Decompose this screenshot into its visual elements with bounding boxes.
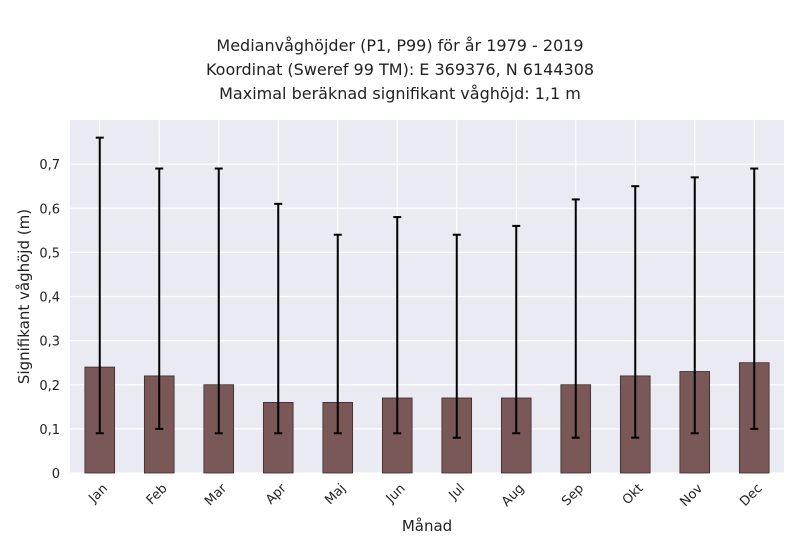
x-tick-label: Jul [446, 481, 468, 503]
y-tick-label: 0 [52, 467, 60, 482]
chart-title-line-2: Koordinat (Sweref 99 TM): E 369376, N 61… [205, 60, 595, 79]
error-bar-okt [631, 185, 640, 439]
error-bar-apr [274, 202, 283, 435]
x-tick-label: Maj [322, 481, 349, 508]
x-axis-ticks: Jan Feb Mar Apr Maj Jun Jul Aug Sep Okt Nov Dec [86, 481, 766, 510]
error-bar-mar [214, 167, 223, 435]
y-tick-label: 0,1 [39, 423, 60, 438]
chart-title-line-1: Medianvåghöjder (P1, P99) för år 1979 - … [216, 36, 584, 55]
x-tick-label: Jan [86, 481, 111, 506]
x-tick-label: Feb [144, 481, 171, 508]
chart-title-line-3: Maximal beräknad signifikant våghöjd: 1,… [219, 84, 581, 103]
error-bars [95, 136, 759, 439]
x-tick-label: Sep [559, 481, 587, 509]
x-tick-label: Jun [383, 481, 409, 507]
error-bar-jul [452, 233, 461, 439]
error-bar-dec [750, 167, 759, 430]
x-tick-label: Dec [737, 481, 765, 509]
y-tick-label: 0,4 [39, 291, 60, 306]
x-axis-label: Månad [402, 517, 452, 535]
y-tick-label: 0,3 [39, 335, 60, 350]
error-bar-feb [155, 167, 164, 430]
x-tick-label: Nov [678, 481, 707, 510]
error-bar-maj [333, 233, 342, 435]
error-bar-jun [393, 216, 402, 435]
x-tick-label: Aug [499, 481, 528, 510]
y-tick-label: 0,7 [39, 158, 60, 173]
error-bar-jan [95, 136, 104, 435]
x-tick-label: Okt [620, 481, 647, 508]
chart-title: Medianvåghöjder (P1, P99) för år 1979 - … [0, 34, 800, 106]
error-bar-aug [512, 224, 521, 435]
y-tick-label: 0,2 [39, 379, 60, 394]
x-tick-label: Apr [263, 481, 290, 508]
y-tick-label: 0,6 [39, 202, 60, 217]
x-tick-label: Mar [202, 481, 230, 509]
y-tick-label: 0,5 [39, 246, 60, 261]
y-axis-label: Signifikant våghöjd (m) [15, 209, 33, 384]
error-bar-sep [571, 198, 580, 439]
y-axis-ticks: 0 0,1 0,2 0,3 0,4 0,5 0,6 0,7 [39, 158, 60, 482]
error-bar-nov [690, 176, 699, 435]
